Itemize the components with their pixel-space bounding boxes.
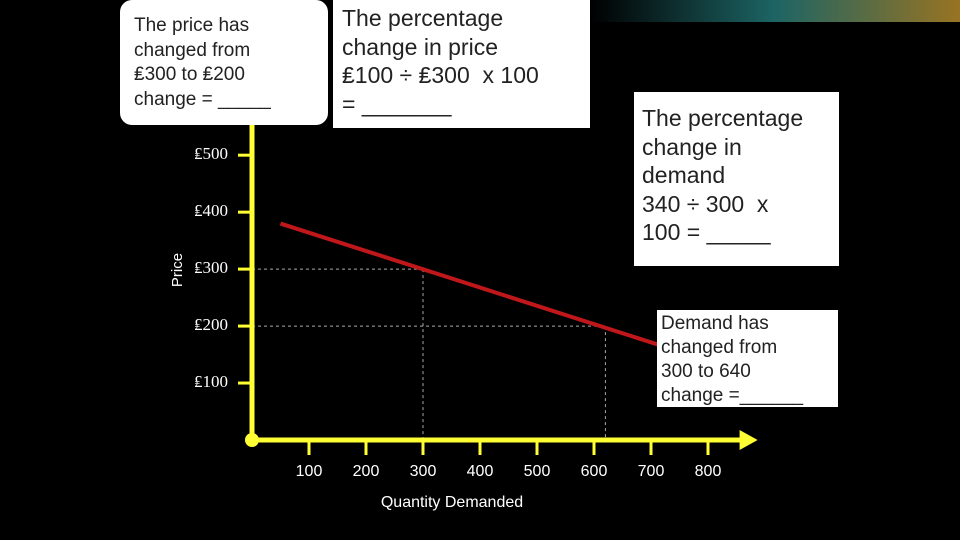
callout-line: Demand has <box>661 313 769 334</box>
x-axis-arrow <box>739 430 758 450</box>
y-axis-title: Price <box>169 253 186 287</box>
callout-line: changed from <box>661 337 778 358</box>
callout-line: 340 ÷ 300 x <box>642 190 769 217</box>
callout: The percentage change in price ₤100 ÷ ₤300… <box>333 0 590 128</box>
callout-line: change =______ <box>661 385 804 406</box>
callout-line: = _______ <box>342 90 452 117</box>
callout-line: change in <box>642 133 742 160</box>
callout-line: 300 to 640 <box>661 361 751 382</box>
y-tick-label: ₤400 <box>194 201 228 220</box>
y-tick-label: ₤200 <box>194 315 228 334</box>
x-tick-label: 700 <box>638 463 665 480</box>
x-tick-label: 800 <box>695 463 722 480</box>
origin-dot <box>245 433 259 447</box>
y-tick-label: ₤100 <box>194 372 228 391</box>
callout: The price has changed from ₤300 to ₤200 cha… <box>120 0 328 125</box>
decoration <box>590 0 960 22</box>
x-tick-label: 600 <box>581 463 608 480</box>
callout-line: The percentage <box>342 5 504 31</box>
callout-line: change in price <box>342 33 498 60</box>
x-tick-label: 100 <box>296 463 323 480</box>
callout-line: ₤100 ÷ ₤300 x 100 <box>342 62 539 88</box>
x-tick-label: 200 <box>353 463 380 480</box>
demand-curve <box>279 221 664 348</box>
callout-line: demand <box>642 162 726 188</box>
callout: The percentage change in demand 340 ÷ 300 x… <box>634 92 839 266</box>
callout-line: 100 = _____ <box>642 219 771 245</box>
y-tick-label: ₤300 <box>194 258 228 277</box>
callout: Demand has changed from 300 to 640 change =… <box>657 310 838 407</box>
x-tick-label: 500 <box>524 463 551 480</box>
callout-line: change = _____ <box>134 88 271 110</box>
x-axis-title: Quantity Demanded <box>381 494 523 511</box>
y-tick-label: ₤500 <box>194 144 228 163</box>
callout-line: The percentage <box>642 105 804 131</box>
callout-line: The price has <box>134 15 250 36</box>
callout-line: changed from <box>134 39 251 61</box>
x-tick-label: 300 <box>410 463 437 480</box>
callout-line: ₤300 to ₤200 <box>134 64 245 85</box>
x-tick-label: 400 <box>467 463 494 480</box>
